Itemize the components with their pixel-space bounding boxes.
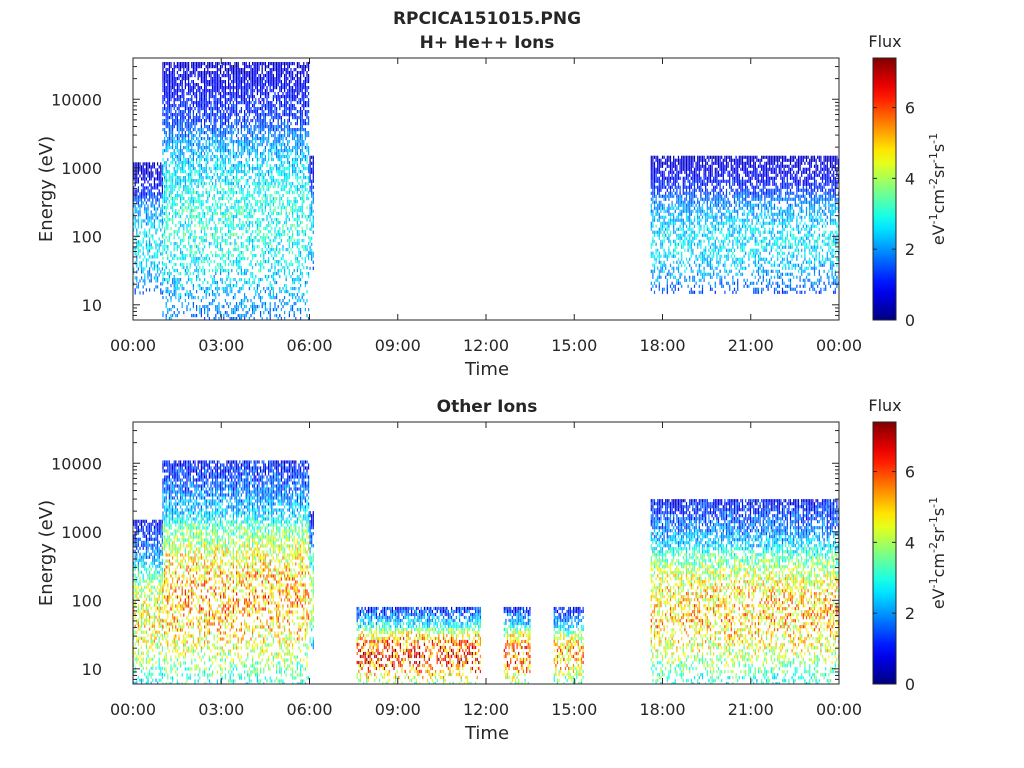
x-tick-label: 12:00 bbox=[463, 336, 509, 355]
x-tick-label: 09:00 bbox=[375, 700, 421, 719]
colorbar-label: eV-1cm-2sr-1s-1 bbox=[927, 133, 948, 245]
colorbar-tick-label: 2 bbox=[905, 240, 915, 259]
panel-title: H+ He++ Ions bbox=[420, 33, 555, 53]
colorbar-tick-label: 6 bbox=[905, 99, 915, 118]
panel-other-ions: Other Ions 00:00 03:00 06:00 09:00 12:00 15:0… bbox=[36, 396, 948, 744]
y-axis-ticks: 10 100 1000 10000 bbox=[51, 57, 839, 321]
y-tick-label: 100 bbox=[71, 227, 102, 246]
spectrogram-area bbox=[133, 62, 839, 320]
colorbar: 0 2 4 6 eV-1cm-2sr-1s-1 bbox=[872, 421, 948, 694]
colorbar-tick-label: 2 bbox=[905, 604, 915, 623]
y-tick-label: 1000 bbox=[61, 523, 102, 542]
y-tick-label: 1000 bbox=[61, 159, 102, 178]
x-axis-ticks: 00:00 03:00 06:00 09:00 12:00 15:00 18:00 21:00… bbox=[110, 422, 862, 719]
x-tick-label: 12:00 bbox=[463, 700, 509, 719]
y-tick-label: 10 bbox=[82, 660, 102, 679]
colorbar-title: Flux bbox=[868, 396, 901, 415]
colorbar-gradient bbox=[872, 421, 897, 685]
x-tick-label: 09:00 bbox=[375, 336, 421, 355]
panel-h-he-ions: H+ He++ Ions 00:00 03:00 06:00 09:00 12:00 15… bbox=[36, 32, 948, 380]
x-tick-label: 15:00 bbox=[551, 336, 597, 355]
x-tick-label: 00:00 bbox=[816, 336, 862, 355]
y-tick-label: 10000 bbox=[51, 90, 102, 109]
x-tick-label: 06:00 bbox=[286, 336, 332, 355]
y-axis-ticks: 10 100 1000 10000 bbox=[51, 421, 839, 685]
colorbar-tick-label: 0 bbox=[905, 311, 915, 330]
y-axis-label: Energy (eV) bbox=[36, 500, 57, 606]
colorbar-label: eV-1cm-2sr-1s-1 bbox=[927, 497, 948, 609]
x-tick-label: 03:00 bbox=[198, 336, 244, 355]
x-tick-label: 00:00 bbox=[110, 336, 156, 355]
colorbar-tick-label: 6 bbox=[905, 463, 915, 482]
x-tick-label: 15:00 bbox=[551, 700, 597, 719]
colorbar-tick-label: 0 bbox=[905, 675, 915, 694]
y-tick-label: 10 bbox=[82, 296, 102, 315]
colorbar-gradient bbox=[872, 57, 897, 321]
x-axis-label: Time bbox=[464, 723, 509, 744]
x-tick-label: 18:00 bbox=[639, 700, 685, 719]
y-axis-label: Energy (eV) bbox=[36, 136, 57, 242]
x-tick-label: 06:00 bbox=[286, 700, 332, 719]
panel-title: Other Ions bbox=[437, 397, 538, 417]
x-tick-label: 03:00 bbox=[198, 700, 244, 719]
y-tick-label: 10000 bbox=[51, 454, 102, 473]
y-tick-label: 100 bbox=[71, 591, 102, 610]
x-axis-ticks: 00:00 03:00 06:00 09:00 12:00 15:00 18:00 21:00… bbox=[110, 58, 862, 355]
x-tick-label: 00:00 bbox=[816, 700, 862, 719]
spectrogram-area bbox=[133, 460, 839, 684]
x-tick-label: 21:00 bbox=[728, 700, 774, 719]
colorbar-tick-label: 4 bbox=[905, 169, 915, 188]
colorbar-title: Flux bbox=[868, 32, 901, 51]
figure-title: RPCICA151015.PNG bbox=[393, 9, 581, 29]
x-tick-label: 00:00 bbox=[110, 700, 156, 719]
x-axis-label: Time bbox=[464, 359, 509, 380]
x-tick-label: 21:00 bbox=[728, 336, 774, 355]
x-tick-label: 18:00 bbox=[639, 336, 685, 355]
colorbar: 0 2 4 6 eV-1cm-2sr-1s-1 bbox=[872, 57, 948, 330]
colorbar-tick-label: 4 bbox=[905, 533, 915, 552]
